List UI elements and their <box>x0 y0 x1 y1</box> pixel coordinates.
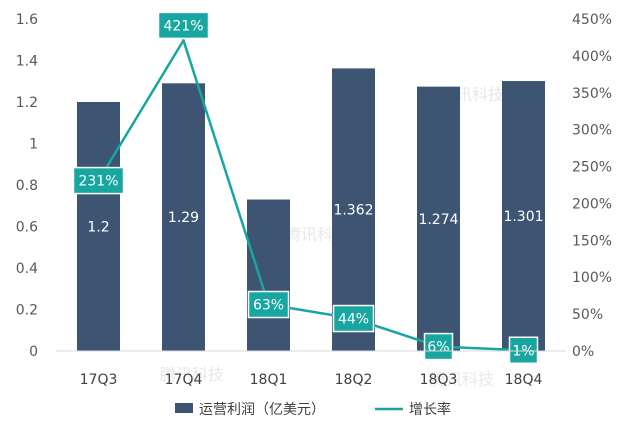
growth-label-box <box>423 332 454 361</box>
bar <box>332 68 375 351</box>
bar-value-label: 1.29 <box>168 210 199 226</box>
y-right-tick-label: 200% <box>572 196 612 212</box>
y-left-tick-label: 1.4 <box>16 54 38 70</box>
growth-data-label: 6% <box>423 332 454 361</box>
y-left-tick-label: 0.4 <box>16 261 38 277</box>
y-left-tick-label: 1 <box>29 137 38 153</box>
growth-label-box <box>157 11 210 40</box>
growth-label-text: 421% <box>163 18 203 34</box>
bar-value-label: 1.301 <box>503 209 543 225</box>
legend-swatch <box>175 403 193 413</box>
x-tick-label: 18Q1 <box>250 372 288 388</box>
growth-label-box <box>508 336 539 365</box>
growth-data-label: 421% <box>157 11 210 40</box>
x-tick-label: 18Q2 <box>335 372 373 388</box>
right-axis: 0% 50% 100% 150% 200% 250% 300% 350% 400% 450% <box>572 12 612 360</box>
y-right-tick-label: 250% <box>572 160 612 176</box>
y-left-tick-label: 1.2 <box>16 95 38 111</box>
bar-series <box>77 68 545 352</box>
bar <box>77 102 120 351</box>
x-tick-label: 17Q4 <box>165 372 203 388</box>
growth-label-text: 44% <box>338 312 369 328</box>
growth-label-text: 6% <box>427 340 449 356</box>
bar <box>247 199 290 351</box>
bar-value-label: 1.362 <box>333 203 373 219</box>
y-right-tick-label: 450% <box>572 12 612 28</box>
x-tick-label: 18Q3 <box>420 372 458 388</box>
y-right-tick-label: 400% <box>572 49 612 65</box>
left-axis: 0 0.2 0.4 0.6 0.8 1 1.2 1.4 1.6 <box>16 12 38 360</box>
bar <box>162 83 205 351</box>
legend-item-bars: 运营利润（亿美元） <box>175 402 325 418</box>
y-right-tick-label: 100% <box>572 270 612 286</box>
x-axis: 17Q3 17Q4 18Q1 18Q2 18Q3 18Q4 <box>56 350 566 388</box>
legend-label: 运营利润（亿美元） <box>199 402 325 418</box>
legend: 运营利润（亿美元） 增长率 <box>175 401 451 418</box>
growth-label-text: 63% <box>253 298 284 314</box>
growth-label-box <box>72 166 125 195</box>
watermark-text: 腾讯科技 <box>160 365 224 384</box>
growth-label-box <box>332 304 375 333</box>
bar-value-label: 1.274 <box>418 212 458 228</box>
y-right-tick-label: 150% <box>572 233 612 249</box>
growth-data-label: 1% <box>508 336 539 365</box>
growth-label-box <box>247 290 290 319</box>
x-tick-label: 18Q4 <box>505 372 543 388</box>
growth-data-label: 44% <box>332 304 375 333</box>
y-left-tick-label: 0.6 <box>16 220 38 236</box>
bar-data-labels: 1.2 1.29 1.362 1.274 1.301 <box>87 203 543 236</box>
y-right-tick-label: 50% <box>572 307 603 323</box>
watermark-text: 腾讯科技 <box>430 370 494 389</box>
x-tick-label: 17Q3 <box>80 372 118 388</box>
y-left-tick-label: 0.2 <box>16 303 38 319</box>
bar <box>502 81 545 351</box>
y-left-tick-label: 0.8 <box>16 178 38 194</box>
bar <box>417 86 460 352</box>
y-right-tick-label: 0% <box>572 344 594 360</box>
y-left-tick-label: 1.6 <box>16 12 38 28</box>
legend-item-line: 增长率 <box>375 401 451 418</box>
growth-data-label: 231% <box>72 166 125 195</box>
y-right-tick-label: 300% <box>572 123 612 139</box>
growth-data-label: 63% <box>247 290 290 319</box>
line-data-labels: 231% 421% 63% 44% 6% 1% <box>72 11 539 365</box>
legend-label: 增长率 <box>409 401 451 418</box>
growth-label-text: 231% <box>78 174 118 190</box>
y-right-tick-label: 350% <box>572 86 612 102</box>
y-left-tick-label: 0 <box>29 344 38 360</box>
bar-value-label: 1.2 <box>87 220 109 236</box>
